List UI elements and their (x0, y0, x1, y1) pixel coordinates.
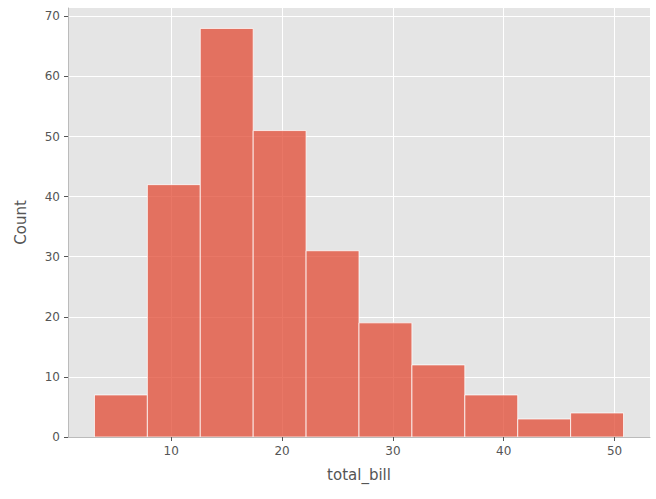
svg-text:0: 0 (52, 430, 60, 444)
svg-text:total_bill: total_bill (327, 466, 391, 485)
svg-text:50: 50 (607, 444, 622, 458)
svg-text:40: 40 (45, 190, 60, 204)
svg-text:40: 40 (496, 444, 511, 458)
svg-text:Count: Count (12, 200, 30, 245)
svg-text:50: 50 (45, 130, 60, 144)
svg-text:30: 30 (385, 444, 400, 458)
svg-text:10: 10 (45, 370, 60, 384)
svg-text:20: 20 (45, 310, 60, 324)
svg-text:20: 20 (274, 444, 289, 458)
svg-text:10: 10 (164, 444, 179, 458)
svg-text:30: 30 (45, 250, 60, 264)
svg-text:70: 70 (45, 9, 60, 23)
svg-text:60: 60 (45, 69, 60, 83)
